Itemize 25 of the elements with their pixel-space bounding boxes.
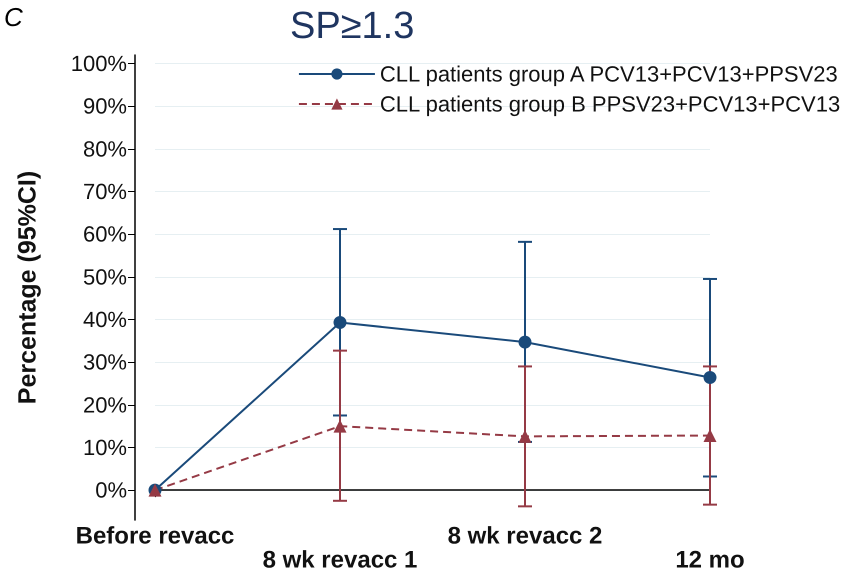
point [704,429,716,442]
point [334,316,346,329]
y-tick-label: 70% [82,179,127,204]
x-tick-label: 8 wk revacc 1 [262,546,418,572]
y-tick-label: 100% [70,51,127,76]
point [518,336,532,349]
text: C [4,2,23,32]
y-tick-label: 20% [82,392,127,418]
y-tick-label: 90% [82,94,127,119]
legend-label: CLL patients group B PPSV23+PCV13+PCV13 [380,92,840,116]
chart-title: SP≥1.3 [290,5,414,47]
x-tick-label: 8 wk revacc 2 [448,522,602,550]
y-axis-title: Percentage (95%CI) [14,170,42,404]
y-tick-label: 10% [82,434,127,460]
y-tick-label: 40% [82,306,127,332]
point [704,371,716,384]
y-tick-label: 80% [82,136,127,162]
x-tick-label: Before revacc [76,522,234,550]
point [334,420,346,433]
y-tick-label: 50% [82,264,127,290]
x-tick-label: 12 mo [675,546,745,572]
y-tick-label: 0% [95,478,127,503]
legend-label: CLL patients group A PCV13+PCV13+PPSV23 [380,62,838,86]
y-tick-label: 60% [82,222,127,247]
y-tick-label: 30% [82,350,127,375]
